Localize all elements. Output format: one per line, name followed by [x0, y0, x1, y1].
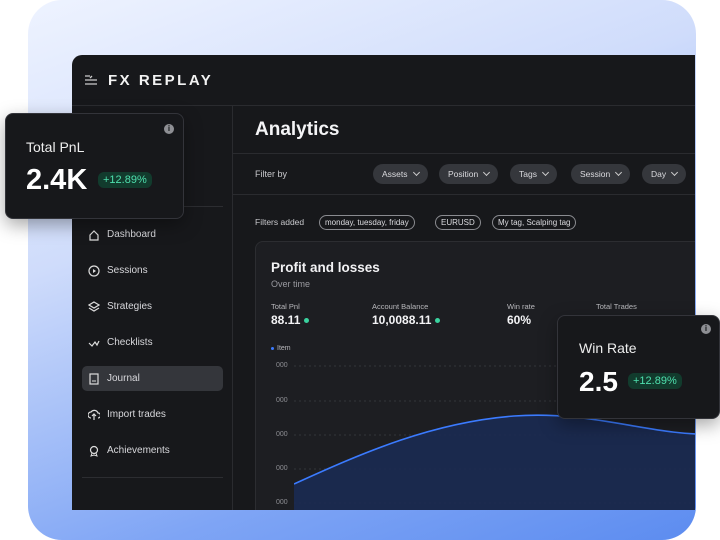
filters-added-label: Filters added	[255, 217, 305, 227]
nav-label: Dashboard	[107, 229, 156, 240]
page-title: Analytics	[255, 119, 340, 140]
card-value: 2.4K	[26, 164, 88, 196]
stat-label: Total Pnl	[271, 302, 300, 311]
menu-icon[interactable]	[84, 74, 98, 86]
filter-tag[interactable]: monday, tuesday, friday	[319, 215, 415, 230]
y-tick-label: 000	[276, 362, 288, 369]
card-value: 2.5	[579, 366, 618, 397]
stat-value: 88.11	[271, 313, 310, 327]
win-rate-card: i Win Rate 2.5 +12.89%	[557, 315, 720, 419]
card-title: Win Rate	[579, 340, 637, 356]
page: {"app": {"logo": "FX REPLAY", "title": "…	[0, 0, 720, 510]
change-badge: +12.89%	[98, 172, 152, 188]
filter-dropdown[interactable]: Session	[571, 164, 631, 184]
y-tick-label: 000	[276, 499, 288, 506]
logo[interactable]: FX REPLAY	[108, 72, 214, 89]
divider	[82, 477, 223, 478]
card-title: Total PnL	[26, 139, 85, 155]
y-tick-label: 000	[276, 431, 288, 438]
stat-label: Account Balance	[372, 302, 429, 311]
nav-item[interactable]: Journal	[82, 366, 223, 391]
nav-item[interactable]: Import trades	[82, 402, 223, 427]
legend-label: Item	[277, 345, 291, 352]
y-tick-label: 000	[276, 397, 288, 404]
sidebar: Dashboard Sessions Strategies Checklists…	[72, 106, 233, 510]
stat-label: Win rate	[507, 302, 535, 311]
stat-label: Total Trades	[596, 302, 637, 311]
nav-item[interactable]: Strategies	[82, 294, 223, 319]
nav-label: Journal	[107, 373, 140, 384]
info-icon[interactable]: i	[701, 324, 711, 334]
nav-label: Import trades	[107, 409, 166, 420]
legend: Item	[271, 345, 291, 352]
info-icon[interactable]: i	[164, 124, 174, 134]
filter-dropdown[interactable]: Tags	[510, 164, 557, 184]
nav-label: Sessions	[107, 265, 148, 276]
nav-label: Checklists	[107, 337, 153, 348]
stat-text: 88.11	[271, 313, 301, 327]
nav-label: Achievements	[107, 445, 170, 456]
pnl-card: i Total PnL 2.4K +12.89%	[5, 113, 184, 219]
filter-dropdown[interactable]: Day	[642, 164, 687, 184]
nav-item[interactable]: Achievements	[82, 438, 223, 463]
change-badge: +12.89%	[628, 373, 682, 389]
y-tick-label: 000	[276, 465, 288, 472]
pnl-panel: Profit and losses Over time Total Pnl 88…	[255, 241, 695, 510]
nav-label: Strategies	[107, 301, 153, 312]
nav-item[interactable]: Checklists	[82, 330, 223, 355]
filter-bar: Filter by Assets Position Tags Session D…	[233, 153, 695, 195]
nav-item[interactable]: Dashboard	[82, 222, 223, 247]
filter-dropdown[interactable]: Assets	[373, 164, 428, 184]
stat-value: 10,0088.11	[372, 313, 441, 327]
stat-text: 10,0088.11	[372, 313, 432, 327]
filter-tag[interactable]: EURUSD	[435, 215, 481, 230]
filter-label: Filter by	[255, 169, 288, 179]
nav-item[interactable]: Sessions	[82, 258, 223, 283]
stat-value: 60%	[507, 313, 532, 327]
filter-tag[interactable]: My tag, Scalping tag	[492, 215, 577, 230]
panel-title: Profit and losses	[271, 260, 380, 275]
header: FX REPLAY	[72, 55, 695, 106]
panel-subtitle: Over time	[271, 279, 311, 289]
filter-dropdown[interactable]: Position	[439, 164, 499, 184]
